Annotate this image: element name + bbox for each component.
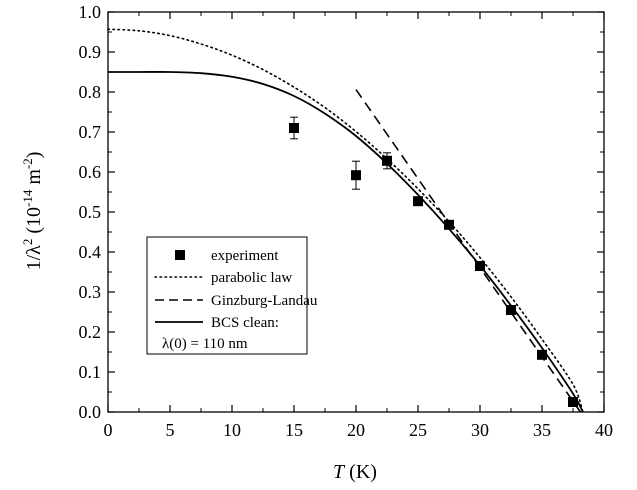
legend-box: [146, 236, 308, 355]
legend: experiment parabolic law Ginzburg-Landau…: [146, 236, 318, 355]
legend-label-bcs-line2: λ(0) = 110 nm: [162, 336, 248, 352]
y-axis-ticks: 0.0 0.1 0.2 0.3 0.4 0.5 0.6 0.7 0.8 0.9 1.0: [79, 2, 604, 422]
legend-marker-experiment: [175, 250, 185, 260]
data-point: [444, 219, 454, 230]
data-point: [382, 155, 392, 166]
data-point: [568, 397, 578, 407]
points-layer: [289, 116, 578, 407]
y-tick-label: 0.5: [79, 202, 102, 222]
x-axis-label: T (K): [333, 461, 377, 483]
series-line-parabolic-law: [107, 28, 584, 413]
x-tick-label: 0: [104, 420, 113, 440]
x-tick-label: 40: [595, 420, 613, 440]
x-axis-label-unit: (K): [344, 461, 377, 483]
y-tick-label: 0.4: [79, 242, 102, 262]
y-axis-label-unit-pre: (10: [23, 207, 45, 239]
y-axis-label-exp: 2: [20, 239, 35, 246]
y-axis-label-unit-exp2: -2: [20, 158, 35, 169]
x-tick-label: 35: [533, 420, 551, 440]
data-point: [537, 349, 547, 360]
data-point: [413, 196, 423, 207]
curves-layer: [107, 28, 584, 413]
y-axis-label: 1/λ2 (10-14 m-2): [20, 152, 45, 271]
data-point: [506, 305, 516, 315]
y-tick-label: 0.7: [79, 122, 102, 142]
legend-label-bcs: BCS clean:: [211, 315, 279, 331]
y-tick-label: 0.9: [79, 42, 102, 62]
x-tick-label: 25: [409, 420, 427, 440]
y-tick-label: 0.0: [79, 402, 102, 422]
y-tick-label: 0.3: [79, 282, 102, 302]
x-tick-label: 15: [285, 420, 303, 440]
legend-label-experiment: experiment: [211, 248, 279, 264]
y-axis-label-text: 1/λ: [23, 245, 45, 271]
series-line-bcs-clean: [108, 71, 584, 413]
x-axis-label-var: T: [333, 461, 346, 483]
y-tick-label: 0.1: [79, 362, 102, 382]
y-axis-label-unit-exp: -14: [20, 189, 35, 207]
y-tick-label: 1.0: [79, 2, 102, 22]
y-tick-label: 0.8: [79, 82, 102, 102]
x-tick-label: 10: [223, 420, 241, 440]
y-tick-label: 0.2: [79, 322, 102, 342]
x-tick-label: 5: [166, 420, 175, 440]
legend-label-parabolic: parabolic law: [211, 270, 292, 286]
data-point: [475, 261, 485, 271]
data-point: [351, 170, 361, 181]
y-tick-label: 0.6: [79, 162, 102, 182]
data-point: [289, 123, 299, 133]
legend-label-ginzburg: Ginzburg-Landau: [211, 293, 318, 309]
x-tick-label: 20: [347, 420, 365, 440]
y-axis-label-unit-mid: m: [23, 169, 45, 190]
x-tick-label: 30: [471, 420, 489, 440]
y-axis-label-unit-post: ): [23, 152, 45, 159]
x-axis-ticks: 0 5 10 15 20 25 30 35 40: [104, 12, 613, 440]
